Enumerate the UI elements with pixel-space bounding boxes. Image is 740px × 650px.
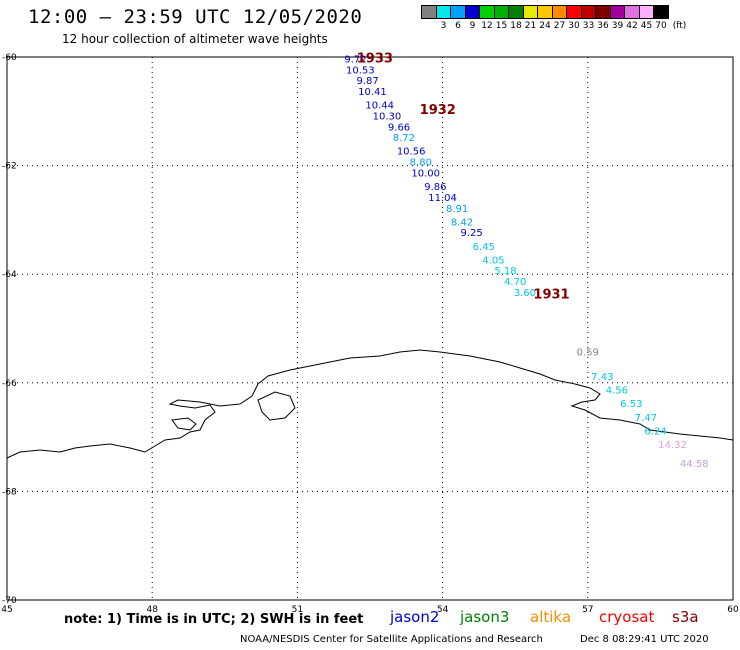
wave-height-label: 8.42 [451,217,473,228]
satellite-altika: altika [530,608,572,626]
legend-label: 18 [510,21,522,31]
wave-height-label: 5.18 [494,266,516,277]
legend-label: 6 [455,21,461,31]
legend-unit: (ft) [672,21,687,31]
wave-height-label: 6.53 [620,399,642,410]
lat-tick-label: -68 [2,487,17,497]
lon-tick-label: 54 [437,605,449,615]
legend-label: 70 [655,21,667,31]
wave-height-label: 9.66 [388,122,410,133]
legend-label: 39 [611,21,624,31]
color-legend-labels: 3 6 9 12 15 18 21 24 27 30 33 36 39 42 45 70 (ft) [422,21,740,33]
coastline-island [171,417,197,431]
wave-height-label: 4.56 [606,386,628,397]
legend-label: 27 [553,21,566,31]
wave-height-label: 11.04 [428,193,457,204]
wave-height-label: 7.43 [591,372,613,383]
lon-tick-label: 45 [1,605,12,615]
lon-tick-label: 60 [727,605,739,615]
wave-height-label: 9.86 [424,182,446,193]
lat-tick-label: -64 [2,270,17,280]
wave-height-label: 9.72 [344,54,366,65]
lat-tick-label: -66 [2,379,17,389]
legend-label: 45 [640,21,653,31]
lat-tick-label: -62 [2,162,17,172]
antarctic-coastline [6,349,734,459]
wave-height-label: 8.80 [410,158,432,169]
footer-timestamp: Dec 8 08:29:41 UTC 2020 [580,634,709,645]
wave-height-label: 14.32 [658,440,687,451]
legend-label: 24 [539,21,551,31]
legend-label: 3 [440,21,447,31]
pass-number-label: 1932 [420,103,456,118]
legend-label: 33 [582,21,595,31]
footer-credit: NOAA/NESDIS Center for Satellite Applica… [240,634,543,645]
wave-height-label: 3.60 [514,288,536,299]
wave-height-label: 10.44 [365,101,394,112]
legend-label: 15 [495,21,508,31]
lat-tick-label: -70 [2,596,17,606]
lon-tick-label: 51 [292,605,303,615]
wave-height-label: 44.58 [680,459,709,470]
note-text: note: 1) Time is in UTC; 2) SWH is in fe… [64,612,364,627]
wave-height-label: 10.53 [346,65,375,76]
satellite-jason3: jason3 [460,608,510,626]
wave-height-label: 10.00 [411,168,440,179]
page-title: 12:00 – 23:59 UTC 12/05/2020 [28,6,363,28]
legend-label: 30 [568,21,580,31]
color-legend [421,5,669,19]
wave-height-label: 10.41 [358,87,387,98]
satellite-s3a: s3a [672,608,699,626]
wave-height-label: 6.24 [644,426,666,437]
pass-number-label: 1931 [533,288,569,303]
lat-tick-label: -60 [2,53,17,63]
wave-height-label: 7.47 [635,413,657,424]
coastline-island [257,391,296,421]
wave-height-label: 9.25 [461,228,483,239]
legend-label: 21 [524,21,537,31]
satellite-cryosat: cryosat [599,608,655,626]
lon-tick-label: 48 [146,605,158,615]
wave-height-label: 0.59 [577,348,599,359]
pass-number-label: 1933 [357,51,393,66]
wave-height-label: 8.91 [446,204,468,215]
legend-label: 12 [481,21,493,31]
legend-label: 42 [626,21,638,31]
wave-height-label: 9.87 [356,76,378,87]
wave-height-label: 4.70 [504,277,526,288]
page-subtitle: 12 hour collection of altimeter wave hei… [62,32,328,46]
wave-height-label: 10.30 [373,111,402,122]
wave-height-label: 10.56 [397,147,426,158]
map-frame [6,56,734,601]
satellite-jason2: jason2 [390,608,440,626]
wave-height-label: 8.72 [393,133,415,144]
wave-height-label: 4.05 [482,255,504,266]
legend-label: 36 [597,21,609,31]
legend-swatch [653,5,669,19]
lon-tick-label: 57 [582,605,593,615]
wave-height-label: 6.45 [473,242,495,253]
legend-label: 9 [469,21,476,31]
